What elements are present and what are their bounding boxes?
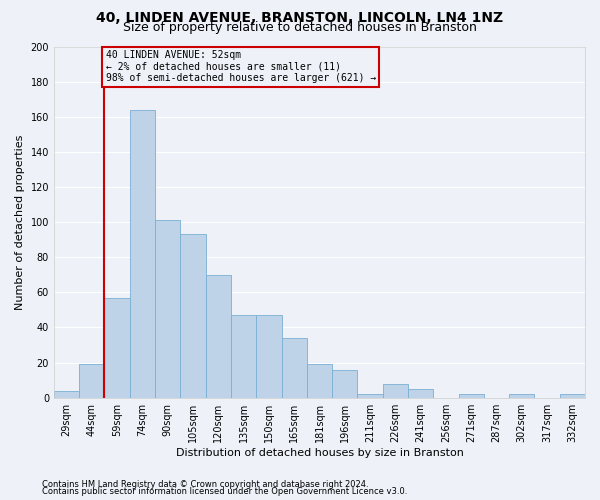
Bar (281, 338, 307, 398)
Text: Contains public sector information licensed under the Open Government Licence v3: Contains public sector information licen… (42, 487, 407, 496)
Bar (104, 298, 130, 398)
Bar (206, 275, 231, 398)
Bar (54, 390, 79, 398)
Bar (560, 394, 585, 398)
Bar (155, 220, 181, 398)
Bar (383, 384, 408, 398)
Bar (130, 110, 155, 398)
Bar (307, 364, 332, 398)
Bar (358, 394, 383, 398)
Bar (231, 315, 256, 398)
Bar (256, 315, 281, 398)
Bar (79, 364, 104, 398)
Text: 40, LINDEN AVENUE, BRANSTON, LINCOLN, LN4 1NZ: 40, LINDEN AVENUE, BRANSTON, LINCOLN, LN… (97, 11, 503, 25)
Text: Size of property relative to detached houses in Branston: Size of property relative to detached ho… (123, 22, 477, 35)
X-axis label: Distribution of detached houses by size in Branston: Distribution of detached houses by size … (176, 448, 463, 458)
Bar (332, 370, 358, 398)
Bar (181, 234, 206, 398)
Text: 40 LINDEN AVENUE: 52sqm
← 2% of detached houses are smaller (11)
98% of semi-det: 40 LINDEN AVENUE: 52sqm ← 2% of detached… (106, 50, 376, 83)
Bar (509, 394, 535, 398)
Text: Contains HM Land Registry data © Crown copyright and database right 2024.: Contains HM Land Registry data © Crown c… (42, 480, 368, 489)
Bar (458, 394, 484, 398)
Y-axis label: Number of detached properties: Number of detached properties (15, 134, 25, 310)
Bar (408, 389, 433, 398)
